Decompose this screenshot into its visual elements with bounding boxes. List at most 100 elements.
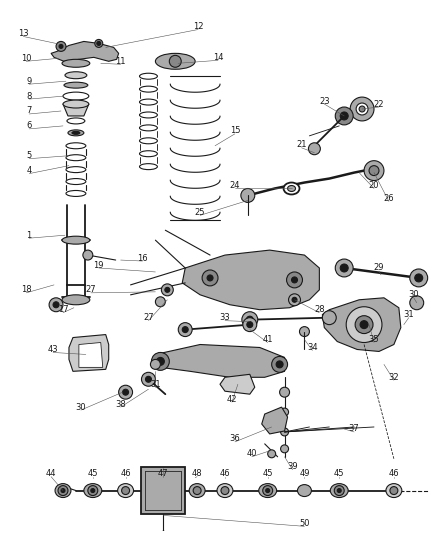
Polygon shape — [220, 374, 255, 394]
Circle shape — [122, 487, 130, 495]
Text: 48: 48 — [192, 469, 202, 478]
Text: 41: 41 — [262, 335, 273, 344]
Circle shape — [123, 389, 129, 395]
Ellipse shape — [118, 483, 134, 497]
Circle shape — [61, 489, 65, 492]
Circle shape — [56, 42, 66, 51]
Text: 36: 36 — [230, 434, 240, 443]
Ellipse shape — [189, 483, 205, 497]
Circle shape — [281, 428, 289, 436]
Ellipse shape — [140, 138, 157, 144]
Circle shape — [170, 55, 181, 67]
Circle shape — [178, 322, 192, 336]
Circle shape — [337, 489, 341, 492]
Circle shape — [207, 275, 213, 281]
Text: 42: 42 — [227, 394, 237, 403]
Polygon shape — [141, 467, 185, 514]
Circle shape — [334, 486, 344, 496]
Ellipse shape — [55, 483, 71, 497]
Circle shape — [141, 373, 155, 386]
Circle shape — [243, 318, 257, 332]
Text: 6: 6 — [27, 122, 32, 131]
Circle shape — [202, 270, 218, 286]
Ellipse shape — [68, 130, 84, 136]
Ellipse shape — [72, 131, 80, 134]
Text: 33: 33 — [219, 313, 230, 322]
Text: 27: 27 — [85, 285, 96, 294]
Circle shape — [155, 297, 165, 307]
Ellipse shape — [288, 185, 296, 191]
Circle shape — [268, 450, 276, 458]
Circle shape — [246, 316, 253, 323]
Ellipse shape — [63, 92, 89, 100]
Ellipse shape — [65, 72, 87, 79]
Text: 46: 46 — [219, 469, 230, 478]
Text: 22: 22 — [374, 100, 384, 109]
Circle shape — [410, 296, 424, 310]
Circle shape — [276, 361, 283, 368]
Circle shape — [415, 274, 423, 282]
Text: 25: 25 — [195, 208, 205, 217]
Text: 19: 19 — [94, 261, 104, 270]
Ellipse shape — [140, 112, 157, 118]
Circle shape — [263, 486, 273, 496]
Text: 37: 37 — [349, 424, 360, 433]
Ellipse shape — [297, 484, 311, 497]
Text: 46: 46 — [389, 469, 399, 478]
Text: 8: 8 — [27, 92, 32, 101]
Ellipse shape — [84, 483, 102, 497]
Text: 15: 15 — [230, 126, 240, 135]
Circle shape — [182, 327, 188, 333]
Circle shape — [322, 311, 336, 325]
Circle shape — [292, 277, 297, 283]
Ellipse shape — [140, 151, 157, 157]
Text: 29: 29 — [374, 263, 384, 272]
Ellipse shape — [64, 82, 88, 88]
Text: 30: 30 — [76, 402, 86, 411]
Ellipse shape — [66, 167, 86, 173]
Circle shape — [193, 487, 201, 495]
Circle shape — [281, 408, 289, 416]
Text: 17: 17 — [58, 305, 68, 314]
Circle shape — [340, 264, 348, 272]
Circle shape — [340, 112, 348, 120]
Polygon shape — [262, 407, 288, 434]
Circle shape — [83, 250, 93, 260]
Circle shape — [308, 143, 320, 155]
Text: 46: 46 — [120, 469, 131, 478]
Text: 34: 34 — [307, 343, 318, 352]
Text: 10: 10 — [21, 54, 32, 63]
Polygon shape — [51, 42, 119, 61]
Text: 45: 45 — [88, 469, 98, 478]
Circle shape — [247, 321, 253, 328]
Circle shape — [49, 298, 63, 312]
Ellipse shape — [217, 483, 233, 497]
Ellipse shape — [386, 483, 402, 497]
Circle shape — [165, 287, 170, 292]
Circle shape — [346, 307, 382, 343]
Circle shape — [221, 487, 229, 495]
Text: 4: 4 — [27, 166, 32, 175]
Circle shape — [335, 107, 353, 125]
Text: 45: 45 — [334, 469, 344, 478]
Text: 26: 26 — [384, 194, 394, 203]
Ellipse shape — [66, 190, 86, 197]
Circle shape — [360, 321, 368, 329]
Ellipse shape — [330, 483, 348, 497]
Text: 30: 30 — [409, 290, 419, 300]
Text: 31: 31 — [403, 310, 414, 319]
Ellipse shape — [140, 99, 157, 105]
Polygon shape — [69, 335, 109, 372]
Circle shape — [300, 327, 309, 336]
Circle shape — [59, 44, 63, 49]
Ellipse shape — [283, 182, 300, 195]
Ellipse shape — [62, 295, 90, 305]
Circle shape — [97, 42, 101, 45]
Text: 38: 38 — [115, 400, 126, 409]
Ellipse shape — [155, 53, 195, 69]
Circle shape — [350, 97, 374, 121]
Circle shape — [410, 269, 427, 287]
Ellipse shape — [140, 73, 157, 79]
Ellipse shape — [67, 118, 85, 124]
Ellipse shape — [62, 236, 90, 244]
